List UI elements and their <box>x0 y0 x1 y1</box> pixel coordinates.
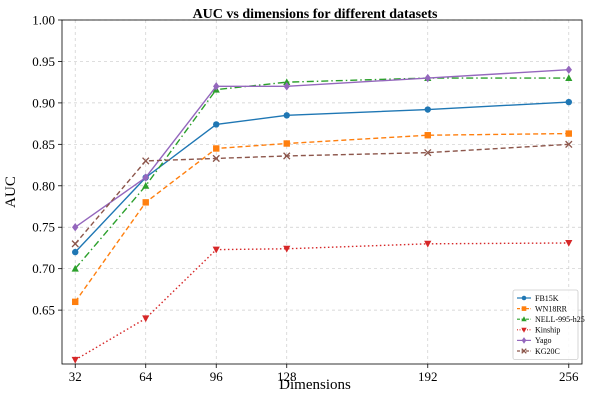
data-point-wn18rr <box>213 145 220 152</box>
y-tick-label: 0.90 <box>32 95 55 110</box>
data-point-yago <box>142 173 149 182</box>
data-point-nell-995-h25 <box>142 181 150 189</box>
series-kg20c <box>71 140 573 248</box>
x-tick-label: 192 <box>418 369 438 384</box>
y-tick-label: 1.00 <box>32 13 55 28</box>
data-point-kg20c <box>212 154 220 163</box>
legend-marker-kinship <box>521 327 527 333</box>
data-point-nell-995-h25 <box>565 74 573 82</box>
y-axis-ticks: 0.65 0.70 0.75 0.80 0.85 0.90 0.95 1.00 <box>32 13 62 318</box>
legend-item-kinship: Kinship <box>517 326 560 335</box>
legend-marker-fb15k <box>521 295 527 301</box>
legend-label-nell-995-h25: NELL-995-h25 <box>535 315 585 324</box>
x-tick-label: 128 <box>277 369 297 384</box>
legend-label-wn18rr: WN18RR <box>535 304 568 313</box>
data-point-kinship <box>71 356 79 364</box>
series-yago <box>72 65 572 232</box>
series-nell-995-h25 <box>71 74 573 272</box>
x-axis-ticks: 32 64 96 128 192 256 <box>69 364 579 384</box>
y-tick-label: 0.95 <box>32 54 55 69</box>
data-point-wn18rr <box>565 130 572 137</box>
data-point-yago <box>565 65 572 74</box>
data-point-kg20c <box>424 148 432 157</box>
series-line-yago <box>74 69 569 228</box>
data-point-wn18rr <box>142 199 149 206</box>
legend-marker-kg20c <box>521 348 527 354</box>
chart-title: AUC vs dimensions for different datasets <box>193 7 438 22</box>
legend-label-fb15k: FB15K <box>535 294 559 303</box>
data-point-kg20c <box>283 152 291 160</box>
legend-label-kinship: Kinship <box>535 326 560 335</box>
legend-marker-nell-995-h25 <box>521 316 527 322</box>
data-point-kinship <box>283 245 291 253</box>
legend-item-nell-995-h25: NELL-995-h25 <box>517 315 585 324</box>
data-point-fb15k <box>213 121 220 128</box>
series-layer <box>71 65 573 364</box>
data-point-kinship <box>424 240 432 248</box>
legend-item-wn18rr: WN18RR <box>517 304 568 313</box>
data-point-fb15k <box>283 112 290 119</box>
data-point-fb15k <box>424 106 431 113</box>
legend-marker-yago <box>521 337 527 344</box>
data-point-yago <box>283 82 290 91</box>
y-axis-label: AUC <box>3 176 19 208</box>
legend-box <box>512 289 579 360</box>
series-kinship <box>71 239 573 364</box>
y-tick-label: 0.80 <box>32 178 55 193</box>
series-wn18rr <box>72 130 572 306</box>
data-point-wn18rr <box>424 132 431 139</box>
y-tick-label: 0.65 <box>32 303 55 318</box>
data-point-fb15k <box>565 98 572 106</box>
data-point-nell-995-h25 <box>71 264 79 272</box>
grid-lines <box>62 19 582 364</box>
y-tick-label: 0.75 <box>32 220 55 235</box>
series-line-kinship <box>74 242 569 361</box>
data-point-kg20c <box>71 240 79 248</box>
data-point-fb15k <box>72 248 79 256</box>
legend-item-fb15k: FB15K <box>517 294 559 303</box>
legend-item-kg20c: KG20C <box>517 347 560 356</box>
plot-area-frame <box>61 19 583 365</box>
y-tick-label: 0.70 <box>32 261 55 276</box>
legend-label-kg20c: KG20C <box>535 347 560 356</box>
data-point-kinship <box>565 239 573 247</box>
data-point-kg20c <box>142 157 150 165</box>
series-line-wn18rr <box>74 132 569 303</box>
x-axis-label: Dimensions <box>279 377 351 393</box>
legend-item-yago: Yago <box>517 336 552 345</box>
data-point-kinship <box>142 315 150 323</box>
x-tick-label: 96 <box>210 369 224 384</box>
data-point-kg20c <box>565 140 573 148</box>
data-point-yago <box>72 223 79 232</box>
y-tick-label: 0.85 <box>32 137 55 152</box>
series-line-kg20c <box>74 143 569 245</box>
data-point-nell-995-h25 <box>283 78 291 86</box>
data-point-wn18rr <box>72 298 79 306</box>
data-point-wn18rr <box>283 140 290 147</box>
x-tick-label: 256 <box>559 369 579 384</box>
legend-marker-wn18rr <box>521 306 527 311</box>
data-point-yago <box>424 73 431 83</box>
legend-label-yago: Yago <box>535 336 552 345</box>
data-point-kinship <box>212 246 220 254</box>
x-tick-label: 64 <box>139 369 153 384</box>
series-line-fb15k <box>74 101 569 253</box>
data-point-yago <box>213 82 220 91</box>
x-tick-label: 32 <box>69 369 82 384</box>
